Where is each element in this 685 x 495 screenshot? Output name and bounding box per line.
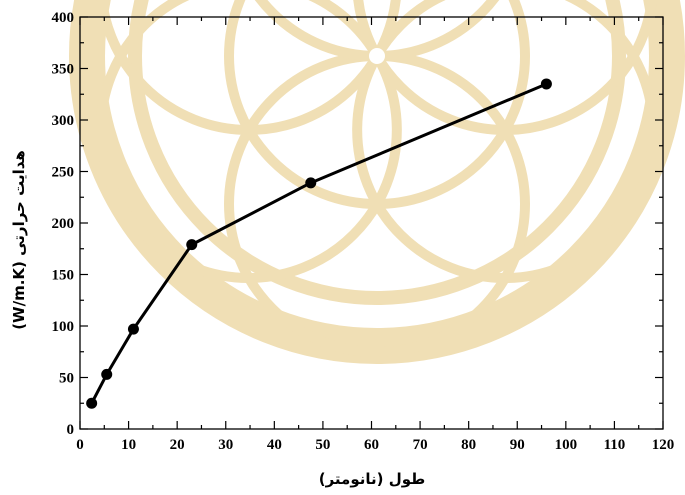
data-point <box>540 78 552 90</box>
x-axis-title: طول (نانومتر) <box>319 470 426 488</box>
x-tick-labels: 0 10 20 30 40 50 60 70 80 90 100 110 120 <box>76 437 674 453</box>
x-tick-label: 30 <box>218 437 233 453</box>
y-tick-label: 250 <box>52 165 75 181</box>
x-tick-label: 60 <box>364 437 379 453</box>
watermark-outer-ring <box>69 0 685 364</box>
x-tick-label: 110 <box>604 437 626 453</box>
data-point <box>86 397 98 409</box>
data-point <box>305 177 317 189</box>
y-tick-labels: 0 50 100 150 200 250 300 350 400 <box>52 10 75 438</box>
watermark-petal <box>95 0 402 283</box>
watermark-petal <box>353 0 658 135</box>
data-point <box>186 239 198 251</box>
x-tick-label: 20 <box>170 437 185 453</box>
y-axis-title: هدایت حرارتی (W/m.K) <box>10 150 28 330</box>
y-tick-label: 50 <box>59 371 74 387</box>
x-tick-label: 10 <box>121 437 136 453</box>
x-tick-label: 50 <box>315 437 330 453</box>
watermark-petal <box>96 0 401 135</box>
x-tick-label: 80 <box>461 437 476 453</box>
x-tick-label: 70 <box>413 437 428 453</box>
y-tick-label: 150 <box>52 268 75 284</box>
axis-ticks <box>79 16 664 430</box>
x-tick-label: 90 <box>510 437 525 453</box>
watermark-inner-ring <box>128 0 626 305</box>
y-tick-label: 200 <box>52 216 75 232</box>
series-layer <box>86 78 552 409</box>
y-tick-label: 100 <box>52 319 75 335</box>
data-point <box>101 368 113 380</box>
y-tick-label: 350 <box>52 62 75 78</box>
y-tick-label: 0 <box>67 422 75 438</box>
y-tick-label: 300 <box>52 113 75 129</box>
x-tick-label: 100 <box>555 437 578 453</box>
watermark-petal <box>352 0 659 283</box>
watermark-center <box>369 48 385 64</box>
rosette-watermark <box>69 0 685 364</box>
x-tick-label: 120 <box>652 437 675 453</box>
data-point <box>127 323 139 335</box>
x-tick-label: 0 <box>76 437 84 453</box>
x-tick-label: 40 <box>267 437 282 453</box>
y-tick-label: 400 <box>52 10 75 26</box>
